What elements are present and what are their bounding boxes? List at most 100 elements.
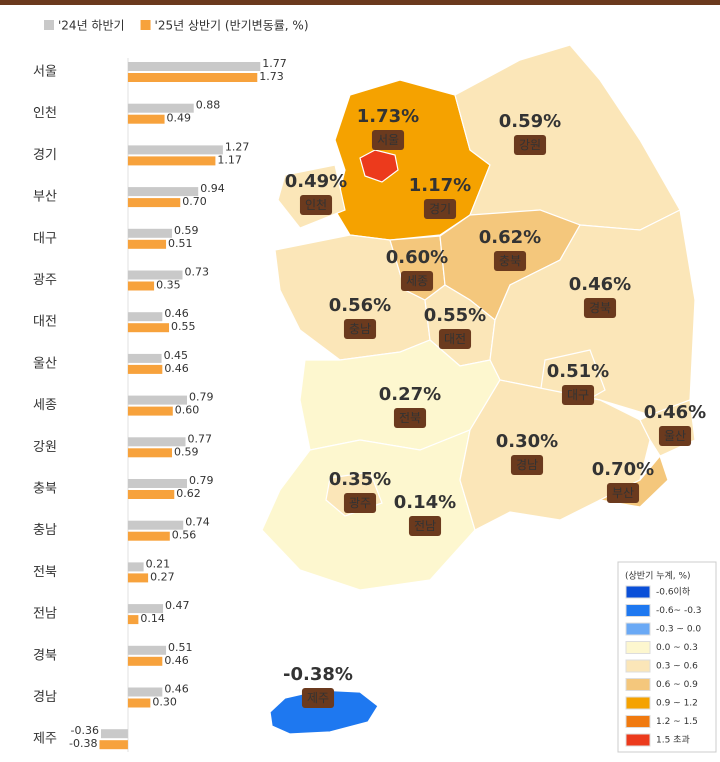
region-value: 0.62% xyxy=(479,227,541,248)
region-tag: 울산 xyxy=(658,426,692,446)
region-tag-box xyxy=(343,493,377,513)
region-name: 인천 xyxy=(305,197,327,212)
category-label: 대구 xyxy=(33,231,57,246)
region-name: 대전 xyxy=(444,332,466,346)
region-tag: 전북 xyxy=(393,408,427,428)
value-label: 0.14 xyxy=(140,612,165,625)
region-tag: 전남 xyxy=(408,516,442,536)
region-tag: 제주 xyxy=(301,688,335,708)
region-value: 0.55% xyxy=(424,305,486,326)
bar xyxy=(127,62,261,71)
value-label: 0.56 xyxy=(172,529,197,542)
region-value: 0.59% xyxy=(499,111,561,132)
region-value: 0.60% xyxy=(386,247,448,268)
region-name: 세종 xyxy=(406,274,428,288)
legend-swatch xyxy=(44,20,54,30)
region-value: -0.38% xyxy=(283,664,353,685)
value-label: 0.46 xyxy=(164,362,189,375)
region-tag-box xyxy=(561,385,595,405)
region-tag: 서울 xyxy=(371,130,405,150)
region-tag: 강원 xyxy=(513,135,547,155)
category-label: 전남 xyxy=(33,607,57,622)
category-label: 경북 xyxy=(33,648,57,663)
region-tag-box xyxy=(493,251,527,271)
region-tag-box xyxy=(299,195,333,215)
map-legend-label: -0.3 ~ 0.0 xyxy=(656,625,701,635)
bar xyxy=(127,615,139,625)
region xyxy=(454,44,681,231)
region-name: 광주 xyxy=(349,496,371,510)
region-value: 1.73% xyxy=(357,106,419,127)
region-tag: 충남 xyxy=(343,319,377,339)
value-label: 1.27 xyxy=(225,140,250,153)
value-label: -0.38 xyxy=(69,737,97,750)
value-label: 0.30 xyxy=(152,696,177,709)
value-label: 0.35 xyxy=(156,279,181,292)
region-value: 0.46% xyxy=(644,402,706,423)
region-tag-box xyxy=(510,455,544,475)
bar xyxy=(127,448,173,458)
region-tag-box xyxy=(343,319,377,339)
bar xyxy=(127,198,181,208)
top-strip xyxy=(0,0,720,5)
value-label: 0.49 xyxy=(167,112,192,125)
category-label: 대전 xyxy=(33,315,57,330)
value-label: 0.60 xyxy=(175,404,200,417)
bar xyxy=(127,604,164,614)
value-label: 0.88 xyxy=(196,99,221,112)
value-label: 0.79 xyxy=(189,391,214,404)
map-legend-swatch xyxy=(625,604,651,617)
value-label: 0.59 xyxy=(174,445,199,458)
map-legend-title: (상반기 누계, %) xyxy=(625,570,691,582)
bar xyxy=(127,531,170,541)
value-label: 0.74 xyxy=(185,516,210,529)
region-tag: 경남 xyxy=(510,455,544,475)
map-legend-swatch xyxy=(625,622,651,636)
bar xyxy=(127,364,163,374)
category-label: 경남 xyxy=(33,690,57,705)
bar xyxy=(127,645,167,655)
bar xyxy=(127,562,144,572)
region-tag-box xyxy=(301,688,335,708)
map-legend-swatch xyxy=(625,659,651,673)
value-label: 0.62 xyxy=(176,487,201,500)
region-tag-box xyxy=(513,135,547,155)
value-label: 1.73 xyxy=(259,70,284,83)
value-label: 0.59 xyxy=(174,224,199,237)
region-name: 전북 xyxy=(399,411,421,425)
region-tag: 경북 xyxy=(583,298,617,318)
region-tag: 대전 xyxy=(438,329,472,349)
value-label: 0.27 xyxy=(150,570,175,583)
bar xyxy=(127,312,163,322)
bar xyxy=(127,687,163,697)
region-tag-box xyxy=(438,329,472,349)
category-label: 세종 xyxy=(33,398,57,413)
value-label: 0.21 xyxy=(146,557,171,570)
category-label: 충남 xyxy=(33,523,57,538)
value-label: 0.45 xyxy=(164,349,189,362)
map-legend-label: -0.6이하 xyxy=(656,587,691,598)
map-legend-label: -0.6~ -0.3 xyxy=(656,606,702,616)
bar xyxy=(127,520,184,530)
value-label: 1.17 xyxy=(217,153,242,166)
bar xyxy=(127,228,173,238)
region-tag: 부산 xyxy=(606,483,640,503)
region-name: 울산 xyxy=(664,429,686,443)
map-legend-label: 0.6 ~ 0.9 xyxy=(656,680,698,690)
map-legend-swatch xyxy=(625,715,651,728)
category-label: 제주 xyxy=(33,732,57,747)
region-name: 경기 xyxy=(429,202,451,216)
map-legend-label: 0.9 ~ 1.2 xyxy=(656,699,698,709)
region-tag-box xyxy=(400,271,434,291)
region-tag-box xyxy=(606,483,640,503)
map-legend-swatch xyxy=(625,733,651,747)
map-legend-swatch xyxy=(625,585,651,599)
map-legend-label: 0.3 ~ 0.6 xyxy=(656,662,698,672)
region-tag: 인천 xyxy=(299,195,333,215)
bar xyxy=(99,740,128,750)
region-tag-box xyxy=(371,130,405,150)
value-label: 0.77 xyxy=(187,432,212,445)
map-legend-swatch xyxy=(625,678,651,691)
region-name: 서울 xyxy=(377,133,399,147)
